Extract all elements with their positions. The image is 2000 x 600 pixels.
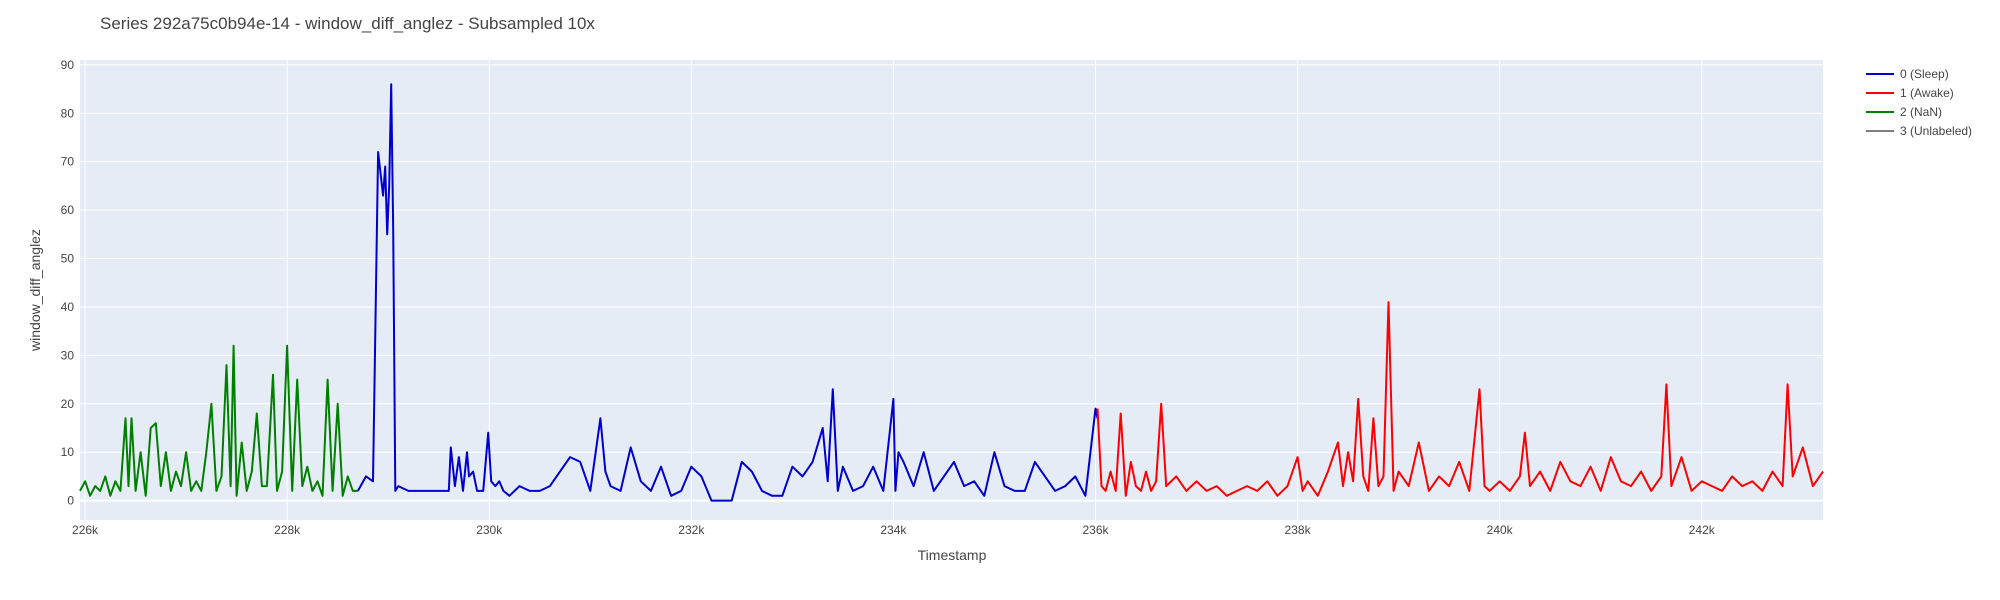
x-tick-label: 242k	[1689, 523, 1716, 537]
x-tick-label: 226k	[72, 523, 99, 537]
legend: 0 (Sleep) 1 (Awake) 2 (NaN) 3 (Unlabeled)	[1866, 67, 1972, 138]
legend-label: 3 (Unlabeled)	[1900, 124, 1972, 138]
legend-label: 1 (Awake)	[1900, 86, 1954, 100]
y-axis-title: window_diff_anglez	[27, 229, 43, 352]
y-tick-label: 40	[61, 300, 75, 314]
chart-title: Series 292a75c0b94e-14 - window_diff_ang…	[100, 14, 595, 33]
legend-label: 2 (NaN)	[1900, 105, 1942, 119]
y-axis-ticks: 0 10 20 30 40 50 60 70 80 90	[61, 58, 75, 508]
y-tick-label: 90	[61, 58, 75, 72]
series-line-0	[357, 83, 1099, 502]
series-lines	[79, 83, 1824, 502]
x-axis-ticks: 226k 228k 230k 232k 234k 236k 238k 240k 242k	[72, 523, 1716, 537]
y-tick-label: 0	[67, 494, 74, 508]
y-tick-label: 50	[61, 252, 75, 266]
grid-lines	[80, 60, 1823, 520]
x-tick-label: 240k	[1487, 523, 1514, 537]
x-tick-label: 236k	[1082, 523, 1109, 537]
legend-label: 0 (Sleep)	[1900, 67, 1949, 81]
x-tick-label: 230k	[476, 523, 503, 537]
series-line-2	[79, 344, 358, 497]
x-tick-label: 232k	[678, 523, 705, 537]
plot-background	[80, 60, 1823, 520]
x-axis-title: Timestamp	[918, 547, 987, 563]
x-tick-label: 228k	[274, 523, 301, 537]
y-tick-label: 60	[61, 203, 75, 217]
y-tick-label: 30	[61, 348, 75, 362]
y-tick-label: 10	[61, 445, 75, 459]
y-tick-label: 70	[61, 155, 75, 169]
x-tick-label: 238k	[1285, 523, 1312, 537]
series-line-1	[1096, 301, 1824, 497]
y-tick-label: 20	[61, 397, 75, 411]
x-tick-label: 234k	[880, 523, 907, 537]
y-tick-label: 80	[61, 106, 75, 120]
